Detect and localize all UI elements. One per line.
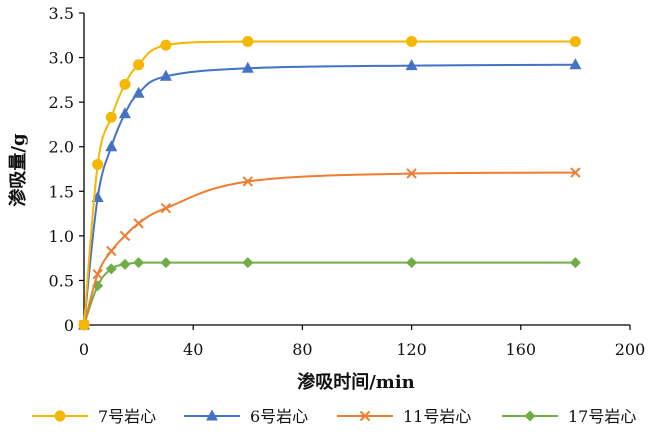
data-point bbox=[105, 111, 117, 123]
data-point bbox=[92, 159, 104, 171]
data-point bbox=[133, 257, 145, 269]
data-point bbox=[569, 257, 581, 269]
data-point bbox=[160, 39, 172, 51]
data-point bbox=[78, 319, 90, 331]
data-point bbox=[406, 168, 417, 179]
legend-label: 6号岩心 bbox=[250, 407, 308, 426]
y-tick-label: 1.5 bbox=[49, 182, 74, 201]
data-point bbox=[241, 61, 254, 73]
x-tick-label: 0 bbox=[79, 340, 89, 359]
data-point bbox=[119, 78, 131, 90]
x-tick-label: 120 bbox=[396, 340, 427, 359]
series-2 bbox=[78, 58, 582, 330]
data-point bbox=[405, 59, 418, 71]
legend-marker bbox=[206, 409, 218, 421]
data-point bbox=[159, 69, 172, 81]
legend-item: 7号岩心 bbox=[32, 407, 156, 426]
legend-label: 7号岩心 bbox=[98, 407, 156, 426]
y-tick-label: 1.0 bbox=[49, 227, 74, 246]
data-point bbox=[105, 263, 117, 275]
series-line bbox=[83, 261, 576, 326]
data-point bbox=[132, 86, 145, 98]
legend-item: 17号岩心 bbox=[502, 407, 636, 426]
y-tick-label: 3.5 bbox=[49, 4, 74, 23]
plot-area bbox=[78, 36, 582, 331]
y-tick-label: 2.0 bbox=[49, 138, 74, 157]
data-point bbox=[406, 257, 418, 269]
data-point bbox=[569, 58, 582, 70]
data-point bbox=[133, 218, 144, 229]
series-line bbox=[83, 171, 576, 326]
legend-item: 11号岩心 bbox=[337, 407, 471, 426]
legend-marker bbox=[359, 410, 371, 422]
series-line bbox=[83, 40, 576, 326]
data-point bbox=[118, 107, 131, 119]
legend-item: 6号岩心 bbox=[184, 407, 308, 426]
data-point bbox=[242, 176, 254, 187]
y-tick-label: 3.0 bbox=[49, 49, 74, 68]
y-tick-label: 0 bbox=[64, 316, 74, 335]
x-tick-label: 200 bbox=[615, 340, 646, 359]
x-tick-label: 40 bbox=[183, 340, 203, 359]
data-point bbox=[119, 230, 131, 242]
data-point bbox=[92, 268, 103, 280]
legend-label: 17号岩心 bbox=[568, 407, 636, 426]
data-point bbox=[569, 36, 581, 48]
y-tick-label: 2.5 bbox=[49, 93, 74, 112]
series-4 bbox=[78, 257, 581, 331]
x-tick-label: 80 bbox=[292, 340, 312, 359]
legend-marker bbox=[524, 410, 536, 422]
legend: 7号岩心 6号岩心 11号岩心 17号岩心 bbox=[32, 407, 636, 426]
series-3 bbox=[78, 167, 581, 331]
y-axis-label: 渗吸量/g bbox=[7, 133, 29, 207]
data-point bbox=[106, 245, 117, 257]
axes: 0 0.5 1.0 1.5 2.0 2.5 3.0 3.5 0 40 80 120 160 200 bbox=[49, 4, 646, 359]
data-point bbox=[242, 257, 254, 269]
y-tick-label: 0.5 bbox=[49, 271, 74, 290]
data-point bbox=[160, 257, 172, 269]
data-point bbox=[133, 59, 145, 71]
data-point bbox=[406, 36, 418, 48]
data-point bbox=[105, 140, 118, 152]
legend-label: 11号岩心 bbox=[403, 407, 471, 426]
x-axis-label: 渗吸时间/min bbox=[297, 371, 415, 393]
series-line bbox=[83, 63, 576, 326]
data-point bbox=[242, 36, 254, 48]
data-point bbox=[570, 167, 581, 178]
data-point bbox=[119, 258, 131, 270]
series-1 bbox=[78, 36, 581, 331]
x-tick-label: 160 bbox=[506, 340, 537, 359]
legend-marker bbox=[54, 410, 66, 422]
data-point bbox=[160, 203, 172, 214]
